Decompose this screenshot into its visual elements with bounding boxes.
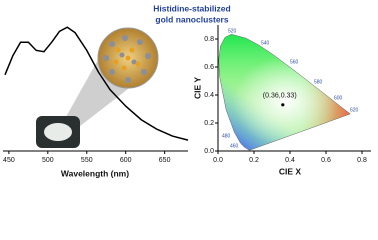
x-tick-label: 650: [159, 157, 171, 164]
locus-label: 620: [350, 107, 359, 113]
annotation: Histidine-stabilized: [153, 3, 230, 13]
ligand-dots: [103, 35, 151, 83]
spectrum-line: [4, 26, 189, 141]
locus-label: 540: [261, 40, 270, 46]
y-tick-label: 0.4: [204, 92, 214, 99]
x-tick-label: 0.0: [213, 157, 223, 164]
locus-label: 520: [228, 28, 237, 34]
annotation: gold nanoclusters: [155, 14, 228, 24]
y-tick-label: 0.6: [204, 64, 214, 71]
x-tick-label: 550: [81, 157, 93, 164]
x-tick-label: 0.6: [321, 157, 331, 164]
x-tick-label: 450: [3, 157, 15, 164]
x-tick-label: 600: [120, 157, 132, 164]
x-tick-label: 500: [42, 157, 54, 164]
locus-label: 460: [230, 143, 239, 149]
gold-dots: [113, 47, 141, 71]
powder: [44, 123, 72, 141]
locus-label: 600: [334, 95, 343, 101]
y-axis-label: CIE Y: [192, 77, 202, 99]
figure: Histidine-stabilized gold nanoclusters W…: [3, 3, 371, 178]
y-tick-label: 0.2: [204, 120, 214, 127]
locus-label: 580: [314, 79, 323, 85]
x-axis-label: Wavelength (nm): [61, 168, 129, 178]
x-axis-label: CIE X: [279, 166, 302, 176]
point-label: (0.36,0.33): [263, 93, 297, 100]
cie-point: [281, 103, 285, 107]
locus-label: 560: [290, 59, 299, 65]
y-tick-label: 0.0: [204, 148, 214, 155]
x-tick-label: 0.2: [249, 157, 259, 164]
spectral-locus: [218, 33, 351, 151]
locus-label: 480: [222, 133, 231, 139]
x-tick-label: 0.4: [285, 157, 295, 164]
x-tick-label: 0.8: [357, 157, 367, 164]
y-tick-label: 0.8: [204, 36, 214, 43]
chromaticity-fill: [218, 34, 351, 151]
